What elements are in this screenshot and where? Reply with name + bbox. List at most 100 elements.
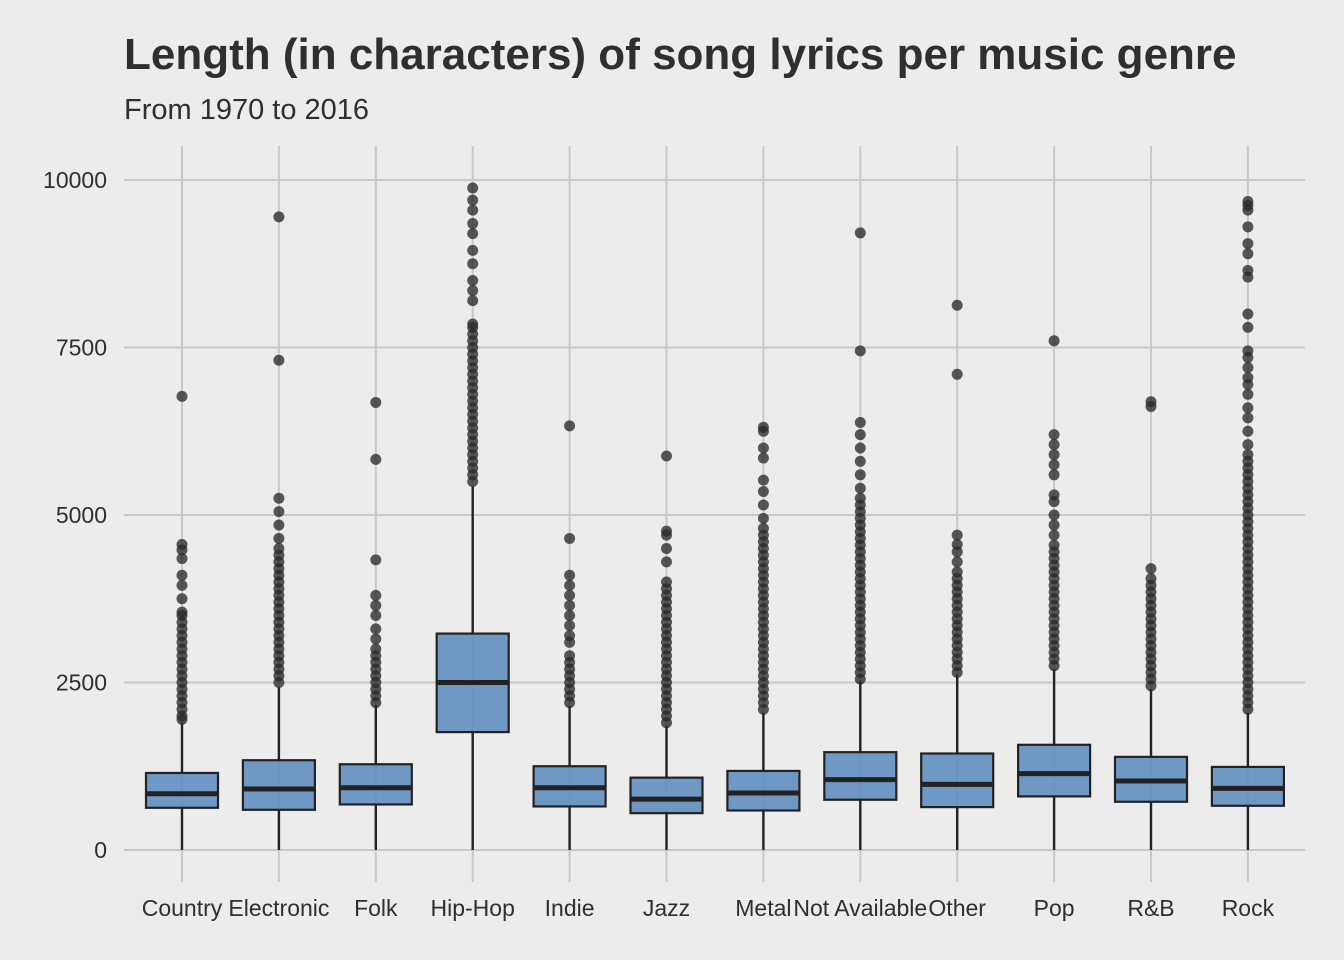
outlier-point [1048, 539, 1060, 551]
outlier-point [757, 474, 769, 486]
outlier-point [854, 492, 866, 504]
outlier-point [1048, 509, 1060, 521]
outlier-point [176, 538, 188, 550]
outlier-point [854, 455, 866, 467]
iqr-box [1016, 743, 1092, 798]
iqr-box [338, 763, 413, 806]
outlier-point [1242, 264, 1254, 276]
outlier-point [564, 579, 576, 591]
x-tick-label: Metal [735, 895, 791, 921]
outlier-point [564, 532, 576, 544]
outlier-point [1242, 402, 1254, 414]
outlier-point [370, 633, 382, 645]
outlier-point [1242, 425, 1254, 437]
outlier-point [1242, 321, 1254, 333]
outlier-point [854, 442, 866, 454]
outlier-point [1242, 195, 1254, 207]
outlier-point [273, 492, 285, 504]
outlier-point [757, 421, 769, 433]
outlier-point [467, 194, 479, 206]
x-tick-label: Jazz [643, 895, 690, 921]
outlier-point [661, 556, 672, 568]
x-tick-label: R&B [1127, 895, 1174, 921]
outlier-point [273, 506, 285, 518]
outlier-point [951, 556, 963, 568]
outlier-point [1242, 238, 1254, 250]
outlier-point [1242, 221, 1254, 233]
outlier-point [273, 211, 285, 223]
y-tick-label: 2500 [56, 670, 107, 696]
y-tick-label: 10000 [43, 167, 107, 193]
outlier-point [176, 553, 188, 565]
outlier-point [1048, 439, 1060, 451]
outlier-point [1242, 362, 1254, 374]
iqr-box [629, 776, 704, 815]
y-tick-label: 5000 [56, 502, 107, 528]
outlier-point [1048, 335, 1060, 347]
x-tick-label: Country [142, 895, 223, 921]
outlier-point [176, 579, 188, 591]
outlier-point [370, 396, 382, 408]
outlier-point [854, 227, 866, 239]
outlier-point [467, 295, 479, 307]
outlier-point [176, 593, 188, 605]
outlier-point [1242, 388, 1254, 400]
outlier-point [370, 554, 382, 566]
y-tick-label: 0 [94, 837, 107, 863]
outlier-point [951, 566, 963, 578]
box-rock [1210, 195, 1286, 850]
outlier-point [176, 606, 188, 618]
box-r-b [1113, 396, 1189, 850]
outlier-point [273, 519, 285, 531]
outlier-point [370, 623, 382, 635]
outlier-point [370, 599, 382, 611]
chart-subtitle: From 1970 to 2016 [124, 94, 370, 126]
outlier-point [467, 244, 479, 256]
x-axis-ticks: Country Electronic Folk Hip-Hop Indie Jazz Met… [142, 895, 1275, 921]
outlier-point [1048, 469, 1060, 481]
outlier-point [1242, 345, 1254, 357]
outlier-point [661, 525, 672, 537]
boxes [144, 182, 1286, 850]
outlier-point [467, 182, 479, 194]
outlier-point [661, 450, 672, 462]
outlier-point [1048, 519, 1060, 531]
outlier-point [564, 569, 576, 581]
outlier-point [564, 420, 576, 432]
outlier-point [757, 512, 769, 524]
outlier-point [854, 482, 866, 494]
outlier-point [854, 345, 866, 357]
outlier-point [757, 442, 769, 454]
outlier-point [273, 532, 285, 544]
outlier-point [370, 610, 382, 621]
outlier-point [370, 453, 382, 465]
outlier-point [467, 228, 479, 240]
box-hip-hop [435, 182, 510, 850]
outlier-point [1242, 372, 1254, 384]
outlier-point [854, 429, 866, 441]
outlier-point [854, 417, 866, 429]
outlier-point [273, 354, 285, 366]
chart-title: Length (in characters) of song lyrics pe… [124, 30, 1237, 79]
outlier-point [467, 218, 479, 230]
outlier-point [951, 538, 963, 550]
x-tick-label: Hip-Hop [431, 895, 515, 921]
outlier-point [951, 368, 963, 380]
box-jazz [629, 450, 704, 850]
outlier-point [467, 204, 479, 216]
box-indie [532, 420, 607, 850]
outlier-point [951, 529, 963, 541]
outlier-point [1242, 449, 1254, 461]
outlier-point [1048, 489, 1060, 501]
x-tick-label: Pop [1034, 895, 1075, 921]
outlier-point [854, 469, 866, 481]
outlier-point [1145, 563, 1157, 575]
box-folk [338, 396, 413, 850]
outlier-point [564, 650, 576, 662]
iqr-box [823, 751, 898, 801]
box-pop [1016, 335, 1092, 850]
outlier-point [1242, 412, 1254, 424]
outlier-point [757, 486, 769, 498]
y-axis-ticks: 0 2500 5000 7500 10000 [43, 167, 107, 863]
outlier-point [1242, 439, 1254, 451]
